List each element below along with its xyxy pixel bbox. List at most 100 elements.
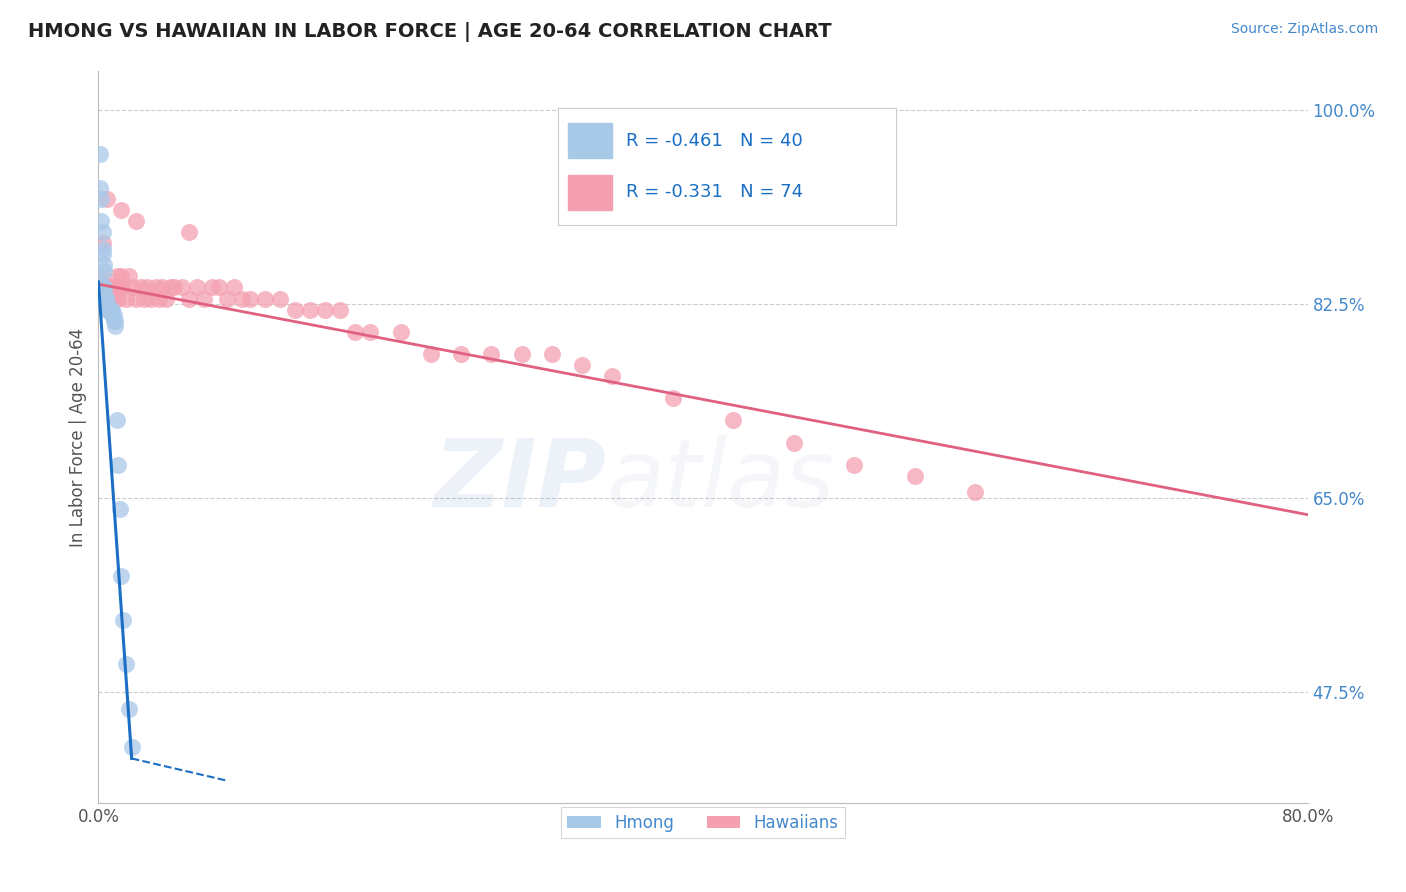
Point (94, 292, 117, 306)
Point (93, 292, 115, 306)
Point (98, 280, 121, 294)
Point (93, 280, 115, 294)
Point (602, 369, 624, 384)
Point (91, 285, 114, 300)
Point (186, 280, 208, 294)
Point (389, 325, 412, 339)
Text: atlas: atlas (606, 435, 835, 526)
Point (91, 236, 114, 251)
Point (108, 502, 131, 516)
Point (94, 297, 117, 311)
Point (91, 280, 114, 294)
Point (110, 568, 132, 582)
Point (98, 292, 121, 306)
Text: Source: ZipAtlas.com: Source: ZipAtlas.com (1230, 22, 1378, 37)
Point (90, 269, 112, 284)
Point (360, 325, 382, 339)
Point (965, 485, 987, 500)
Point (108, 280, 131, 294)
Point (148, 292, 170, 306)
Point (96, 192, 118, 206)
Point (93, 264, 115, 278)
Point (571, 358, 593, 372)
Point (103, 292, 125, 306)
Point (135, 280, 157, 294)
Point (103, 280, 125, 294)
Point (118, 701, 141, 715)
Point (104, 319, 127, 334)
Point (90, 214, 112, 228)
Point (145, 280, 167, 294)
Point (103, 314, 125, 328)
Point (420, 347, 443, 361)
Point (93, 285, 115, 300)
Point (94, 292, 117, 306)
Point (208, 280, 231, 294)
Text: ZIP: ZIP (433, 435, 606, 527)
Point (101, 308, 124, 322)
Point (253, 292, 276, 306)
Point (224, 280, 246, 294)
Point (193, 292, 215, 306)
Point (110, 269, 132, 284)
Point (91, 242, 114, 256)
Point (93, 280, 115, 294)
Point (481, 347, 503, 361)
Point (314, 302, 336, 317)
Point (132, 292, 155, 306)
Point (107, 292, 129, 306)
Point (215, 292, 238, 306)
Point (89, 147, 111, 161)
Point (105, 413, 128, 427)
Point (118, 269, 141, 284)
Point (160, 280, 183, 294)
Point (723, 413, 745, 427)
Point (344, 325, 367, 339)
Point (90, 280, 112, 294)
Point (96, 280, 118, 294)
Point (110, 202, 132, 217)
Point (89, 275, 111, 289)
Point (125, 214, 148, 228)
Point (510, 347, 533, 361)
Point (121, 280, 143, 294)
Point (114, 292, 136, 306)
Point (98, 302, 121, 317)
Point (179, 292, 201, 306)
Point (450, 347, 472, 361)
Point (540, 347, 562, 361)
Point (96, 297, 118, 311)
Point (179, 225, 201, 239)
Y-axis label: In Labor Force | Age 20-64: In Labor Force | Age 20-64 (69, 327, 87, 547)
Point (105, 280, 128, 294)
Point (96, 280, 118, 294)
Point (141, 292, 163, 306)
Point (121, 740, 143, 755)
Point (100, 280, 122, 294)
Point (163, 280, 186, 294)
Point (111, 613, 134, 627)
Point (129, 280, 152, 294)
Point (329, 302, 352, 317)
Point (114, 657, 136, 672)
Point (104, 280, 127, 294)
Point (100, 302, 122, 317)
Point (101, 280, 124, 294)
Point (269, 292, 291, 306)
Point (155, 292, 177, 306)
Point (96, 302, 118, 317)
Point (101, 302, 124, 317)
Point (844, 458, 866, 472)
Point (105, 269, 128, 284)
Point (284, 302, 307, 317)
Legend: Hmong, Hawaiians: Hmong, Hawaiians (561, 807, 845, 838)
Point (103, 308, 125, 322)
Point (90, 192, 112, 206)
Point (96, 297, 118, 311)
Point (89, 280, 111, 294)
Point (93, 292, 115, 306)
Point (239, 292, 262, 306)
Point (94, 280, 117, 294)
Point (201, 280, 224, 294)
Point (150, 280, 173, 294)
